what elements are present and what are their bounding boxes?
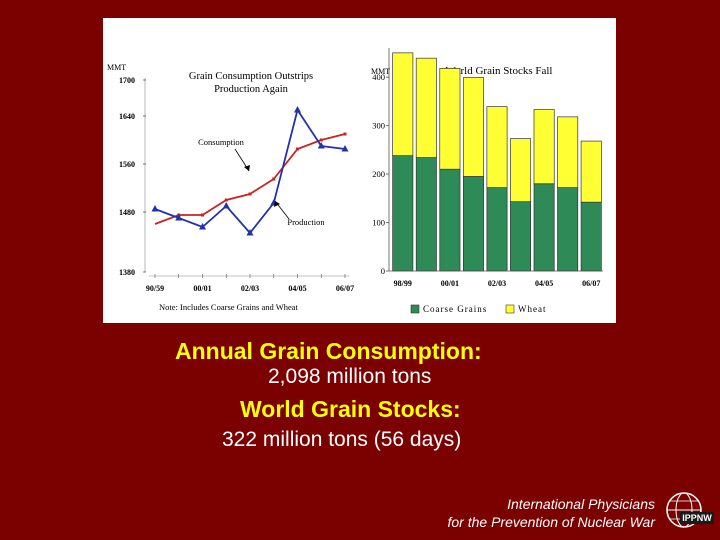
bar-xtick-label: 06/07 <box>582 279 600 288</box>
bar-wheat <box>462 77 484 177</box>
logo-text: IPPNW <box>682 513 712 523</box>
stocks-heading: World Grain Stocks: <box>240 396 461 422</box>
line-title-part1: Grain Consumption Outstrips <box>189 71 313 82</box>
consumption-point <box>201 213 204 217</box>
org-name-line1: International Physicians <box>507 496 655 512</box>
bar-coarse-grains <box>533 183 555 272</box>
line-ytick-label: 1380 <box>119 268 135 277</box>
org-name-line2: for the Prevention of Nuclear War <box>447 514 655 530</box>
bar-wheat <box>510 138 532 203</box>
production-point <box>222 202 230 209</box>
consumption-point <box>272 177 276 181</box>
legend-label-wheat: Wheat <box>518 304 546 314</box>
bar-coarse-grains <box>462 176 484 272</box>
bar-ytick-label: 0 <box>381 266 385 276</box>
legend-swatch-coarse-grains <box>410 304 420 314</box>
consumption-point <box>319 138 323 142</box>
consumption-value: 2,098 million tons <box>268 365 432 388</box>
consumption-point <box>296 147 299 151</box>
legend-label-coarse-grains: Coarse Grains <box>423 304 487 314</box>
bar-wheat <box>392 52 414 156</box>
consumption-point <box>343 132 347 136</box>
bar-wheat <box>439 68 461 170</box>
bar-title: World Grain Stocks Fall <box>446 65 553 77</box>
consumption-point <box>224 198 228 202</box>
line-xtick-label: 06/07 <box>336 284 354 293</box>
bar-xtick-label: 00/01 <box>441 279 459 288</box>
production-point <box>175 214 183 221</box>
bar-coarse-grains <box>415 157 437 272</box>
bar-ylabel: MMT <box>371 67 390 76</box>
chart-figure: MMT 1380 1480 1560 1640 1700 Grain Consumption… <box>103 18 616 323</box>
consumption-series-label: Consumption <box>198 137 245 147</box>
line-ytick-label: 1640 <box>119 112 135 121</box>
line-xtick-label: 00/01 <box>193 284 211 293</box>
bar-wheat <box>557 116 579 188</box>
ippnw-logo: IPPNW <box>666 492 714 528</box>
line-ytick-label: 1560 <box>119 160 135 169</box>
line-ytick-label: 1480 <box>119 208 135 217</box>
production-point <box>317 142 325 149</box>
bar-ytick-label: 100 <box>372 218 385 228</box>
bar-wheat <box>486 106 508 188</box>
consumption-heading: Annual Grain Consumption: <box>175 338 482 364</box>
consumption-line <box>154 133 346 225</box>
production-point <box>246 229 254 236</box>
bar-ytick-label: 200 <box>372 169 385 179</box>
line-note: Note: Includes Coarse Grains and Wheat <box>159 302 299 312</box>
bar-ytick-label: 400 <box>372 72 385 82</box>
stocks-value: 322 million tons (56 days) <box>222 428 462 451</box>
production-series-label: Production <box>287 217 325 227</box>
line-title-part2: Production Again <box>214 84 289 95</box>
bar-coarse-grains <box>557 187 579 272</box>
production-arrowhead <box>274 201 280 207</box>
line-ylabel: MMT <box>107 63 126 72</box>
consumption-arrowhead <box>244 165 250 171</box>
line-xtick-label: 02/03 <box>241 284 259 293</box>
bar-xtick-label: 98/99 <box>394 279 412 288</box>
legend-swatch-wheat <box>505 304 515 314</box>
bar-coarse-grains <box>392 155 414 272</box>
bar-ytick-label: 300 <box>372 121 385 131</box>
bar-wheat <box>415 57 437 158</box>
bar-xtick-label: 02/03 <box>488 279 506 288</box>
bar-wheat <box>533 109 555 185</box>
bar-coarse-grains <box>439 168 461 272</box>
line-ytick-label: 1700 <box>119 76 135 85</box>
production-point <box>151 205 159 212</box>
bar-coarse-grains <box>486 187 508 272</box>
line-xtick-label: 04/05 <box>288 284 306 293</box>
line-xtick-label: 90/59 <box>146 284 164 293</box>
charts-svg: MMT 1380 1480 1560 1640 1700 Grain Consumption… <box>107 48 603 314</box>
bar-wheat <box>580 140 602 203</box>
bar-xtick-label: 04/05 <box>535 279 553 288</box>
production-point <box>294 106 301 113</box>
production-point <box>199 223 206 230</box>
consumption-point <box>248 192 252 196</box>
production-point <box>341 145 349 152</box>
bar-coarse-grains <box>580 201 602 272</box>
bar-coarse-grains <box>510 201 532 272</box>
